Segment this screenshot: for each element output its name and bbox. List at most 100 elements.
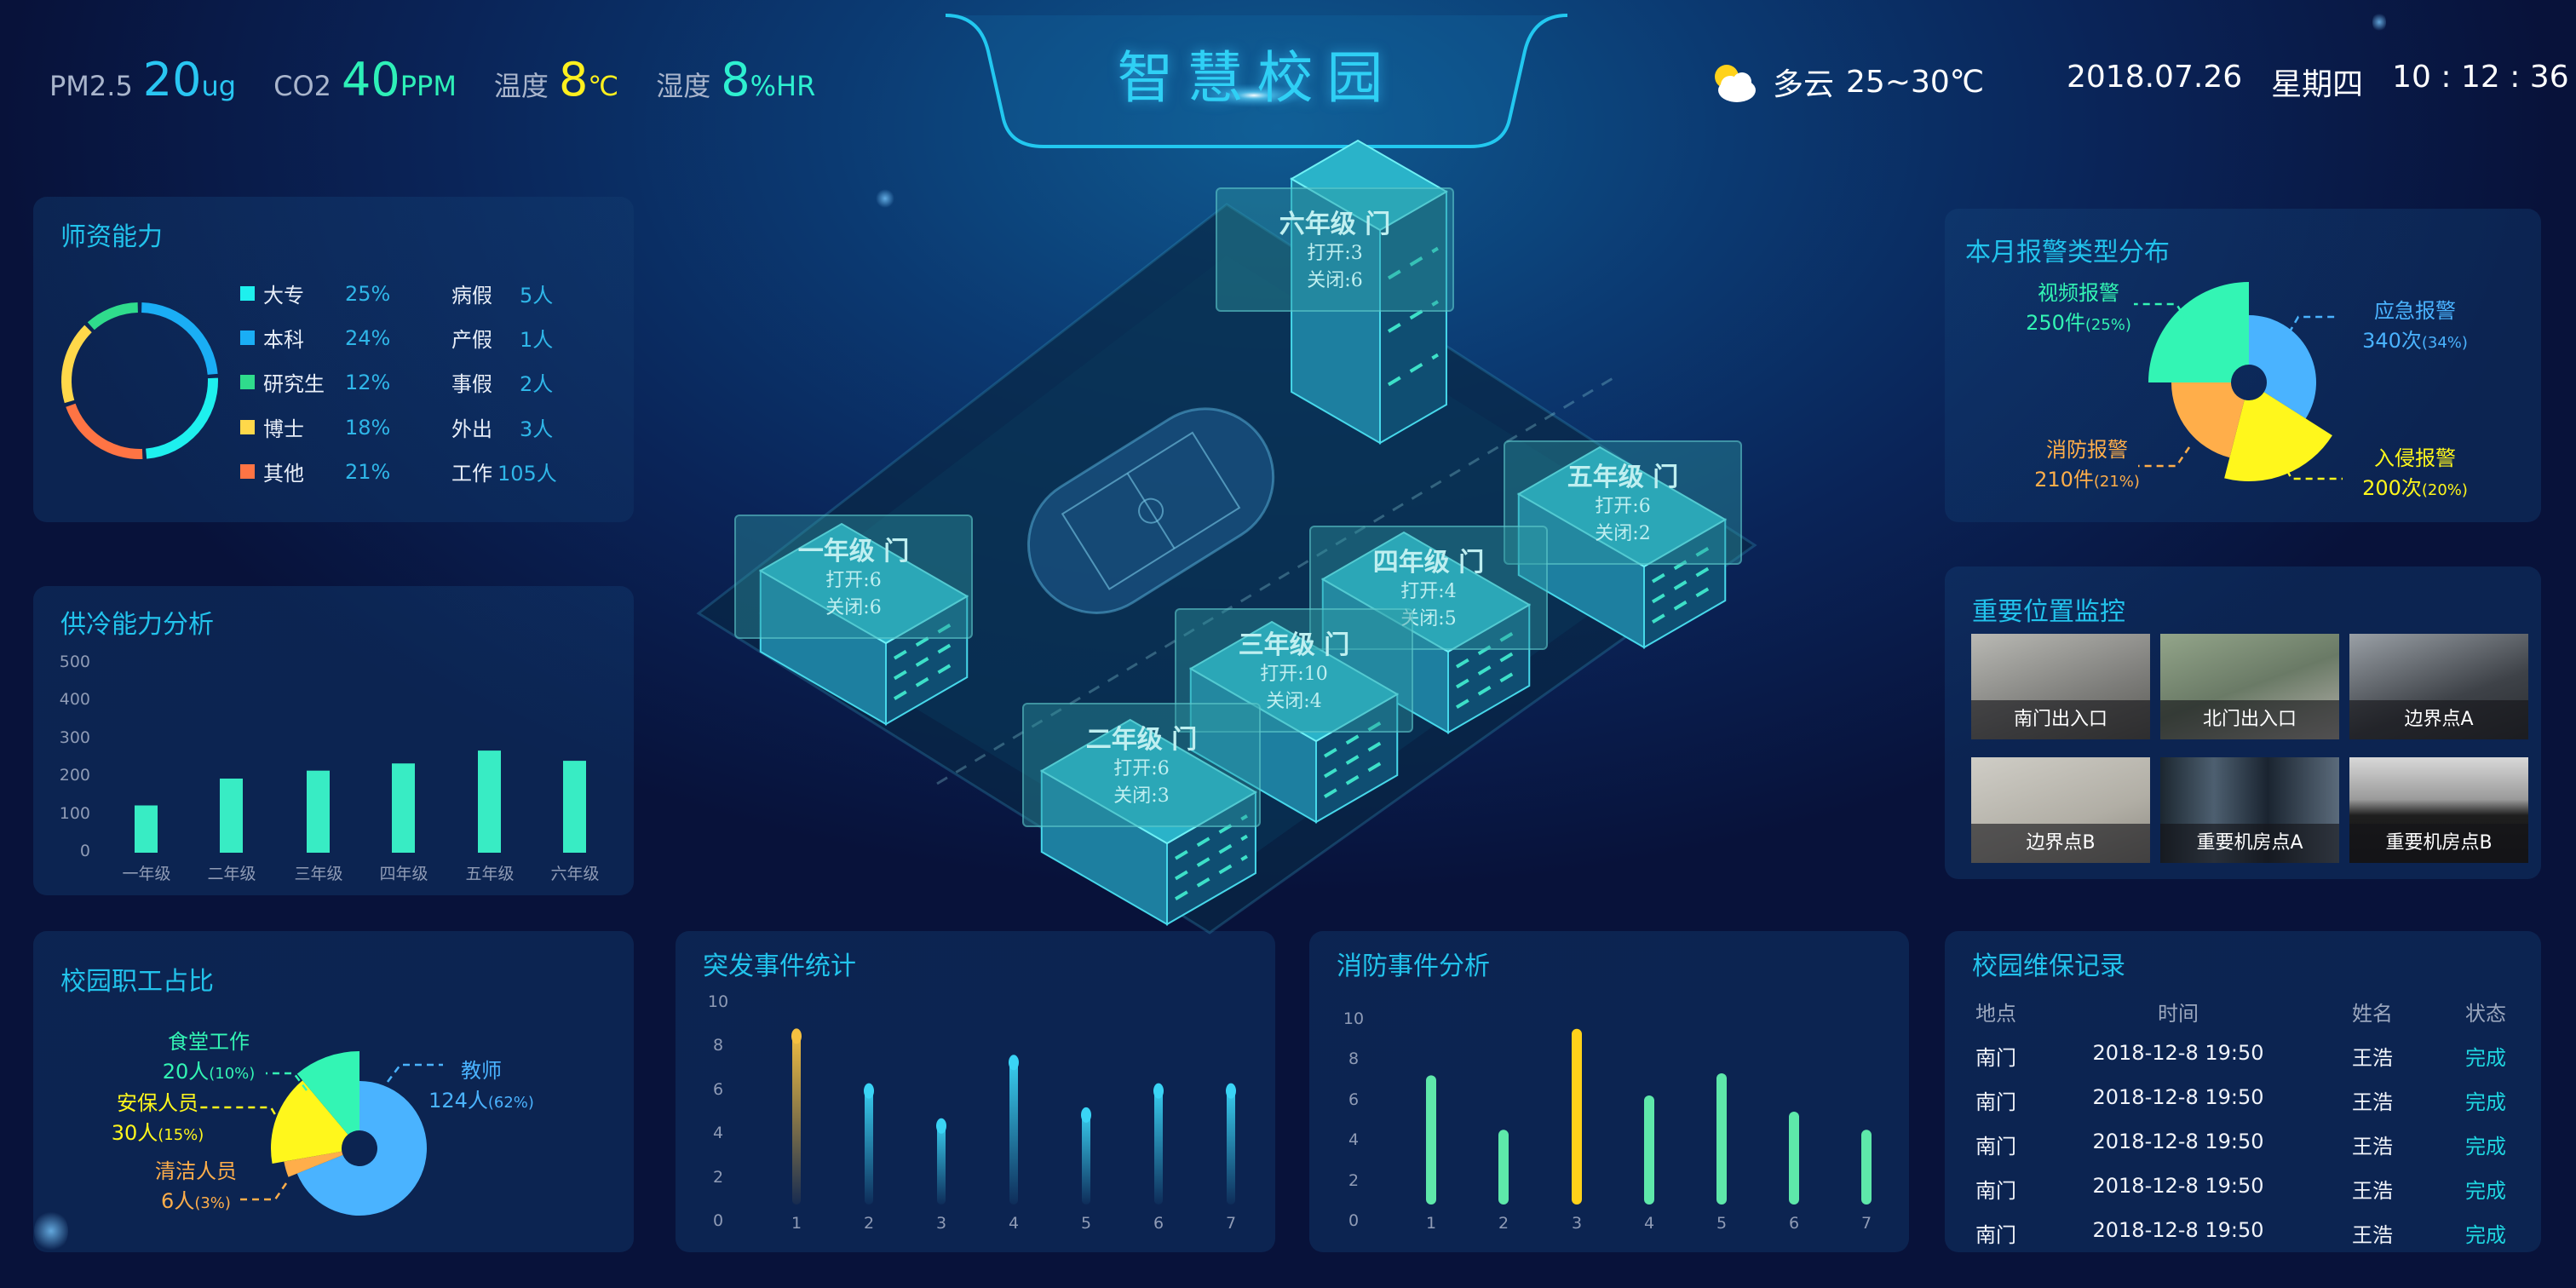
light-particle — [2372, 12, 2386, 32]
leave-item: 事假 2人 — [451, 367, 553, 397]
y-tick-label: 6 — [1348, 1090, 1360, 1109]
pie-slice — [2224, 392, 2332, 481]
legend-swatch — [240, 420, 255, 434]
table-cell: 王浩 — [2352, 1135, 2393, 1159]
door-open-count: 打开:6 — [1595, 496, 1651, 517]
y-tick-label: 300 — [59, 727, 90, 747]
door-closed-count: 关闭:6 — [825, 597, 882, 618]
table-cell: 2018-12-8 19:50 — [2092, 1041, 2264, 1065]
metric-label: 湿度 — [656, 70, 711, 102]
y-tick-label: 10 — [707, 992, 729, 1011]
weather-text: 多云 — [1773, 67, 1835, 102]
door-status-card[interactable]: 二年级 门打开:6 关闭:3 — [1022, 703, 1261, 827]
legend-label: 大专 — [263, 284, 304, 308]
building-windows — [1387, 246, 1439, 280]
door-open-count: 打开:6 — [825, 570, 882, 591]
table-cell: 南门 — [1975, 1090, 2016, 1114]
campus-map[interactable] — [0, 0, 1757, 934]
bar — [792, 1029, 801, 1205]
table-cell: 南门 — [1975, 1046, 2016, 1070]
x-tick-label: 7 — [1225, 1214, 1237, 1233]
pie-slice — [2148, 282, 2249, 382]
x-tick-label: 6 — [1153, 1214, 1164, 1233]
table-cell: 完成 — [2465, 1090, 2506, 1114]
x-tick-label: 4 — [1008, 1214, 1020, 1233]
x-tick-label: 5 — [1080, 1214, 1092, 1233]
bar-cap — [791, 1028, 802, 1044]
legend-value: 21% — [345, 459, 391, 484]
panel-title: 供冷能力分析 — [60, 610, 214, 640]
bar — [1716, 1072, 1727, 1205]
camera-feed[interactable]: 重要机房点B — [2349, 757, 2528, 863]
legend-value: 24% — [345, 325, 391, 350]
building — [1320, 531, 1532, 734]
leave-item: 工作 105人 — [451, 457, 557, 486]
bar — [1861, 1130, 1872, 1205]
camera-feed[interactable]: 北门出入口 — [2160, 634, 2339, 739]
y-tick-label: 8 — [1348, 1049, 1360, 1069]
y-tick-label: 400 — [59, 690, 90, 710]
table-header: 姓名 — [2352, 1002, 2393, 1026]
bar-cap — [1081, 1107, 1091, 1123]
building-windows — [1455, 667, 1522, 709]
slice-label: 教师 124人(62%) — [409, 1054, 554, 1113]
slice-value: 30人 — [111, 1121, 158, 1145]
x-tick-label: 6 — [1788, 1214, 1800, 1233]
weekday: 星期四 — [2271, 67, 2364, 102]
camera-feed[interactable]: 南门出入口 — [1971, 634, 2150, 739]
legend-item: 其他 21% — [240, 457, 390, 486]
leave-value: 105人 — [497, 462, 557, 486]
door-name: 六年级 门 — [1279, 210, 1391, 239]
slice-percent: (20%) — [2421, 481, 2468, 499]
bar — [865, 1084, 873, 1205]
title-frame — [511, 14, 2044, 148]
table-cell: 王浩 — [2352, 1046, 2393, 1070]
door-status-card[interactable]: 一年级 门打开:6 关闭:6 — [734, 515, 973, 639]
camera-feed[interactable]: 边界点B — [1971, 757, 2150, 863]
pie-slice — [296, 1081, 428, 1216]
door-name: 三年级 门 — [1238, 630, 1350, 660]
camera-feed[interactable]: 边界点A — [2349, 634, 2528, 739]
leave-item: 外出 3人 — [451, 412, 553, 442]
panel-title: 本月报警类型分布 — [1965, 238, 2170, 267]
table-header: 状态 — [2465, 1002, 2506, 1026]
partly-cloudy-icon — [1715, 65, 1756, 102]
legend-label: 研究生 — [263, 372, 325, 396]
slice-name: 食堂工作 — [168, 1030, 250, 1054]
donut-segment — [61, 325, 92, 404]
legend-value: 18% — [345, 415, 391, 440]
building-windows — [893, 638, 960, 681]
door-status-card[interactable]: 四年级 门打开:4 关闭:5 — [1309, 526, 1548, 650]
x-tick-label: 1 — [791, 1214, 802, 1233]
slice-value: 250件 — [2026, 311, 2085, 335]
x-tick-label: 六年级 — [550, 865, 600, 883]
y-tick-label: 100 — [59, 803, 90, 823]
legend-item: 研究生 12% — [240, 367, 390, 397]
door-status-card[interactable]: 五年级 门打开:6 关闭:2 — [1504, 440, 1742, 565]
panel-title: 师资能力 — [60, 222, 163, 252]
table-cell: 王浩 — [2352, 1179, 2393, 1203]
teacher-donut-chart — [61, 302, 219, 459]
slice-name: 消防报警 — [2046, 438, 2128, 462]
building-windows — [1651, 582, 1718, 624]
door-open-count: 打开:3 — [1307, 243, 1363, 264]
leave-value: 3人 — [520, 417, 554, 441]
door-status-card[interactable]: 三年级 门打开:10 关闭:4 — [1175, 608, 1413, 733]
metric-unit: %HR — [750, 70, 816, 102]
slice-value: 6人 — [161, 1189, 195, 1213]
metric-unit: ℃ — [588, 70, 619, 102]
table-cell: 王浩 — [2352, 1090, 2393, 1114]
camera-feed[interactable]: 重要机房点A — [2160, 757, 2339, 863]
donut-segment — [146, 377, 219, 459]
table-cell: 完成 — [2465, 1135, 2506, 1159]
leave-item: 产假 1人 — [451, 323, 553, 353]
bar — [1498, 1130, 1509, 1205]
bar — [1644, 1095, 1654, 1205]
slice-label: 消防报警 210件(21%) — [2002, 433, 2172, 492]
page-title: 智慧校园 — [1117, 45, 1397, 111]
slice-name: 清洁人员 — [155, 1159, 237, 1183]
table-cell: 完成 — [2465, 1179, 2506, 1203]
panel-title: 消防事件分析 — [1337, 952, 1490, 981]
door-status-card[interactable]: 六年级 门打开:3 关闭:6 — [1216, 187, 1454, 312]
bar — [1789, 1111, 1799, 1205]
